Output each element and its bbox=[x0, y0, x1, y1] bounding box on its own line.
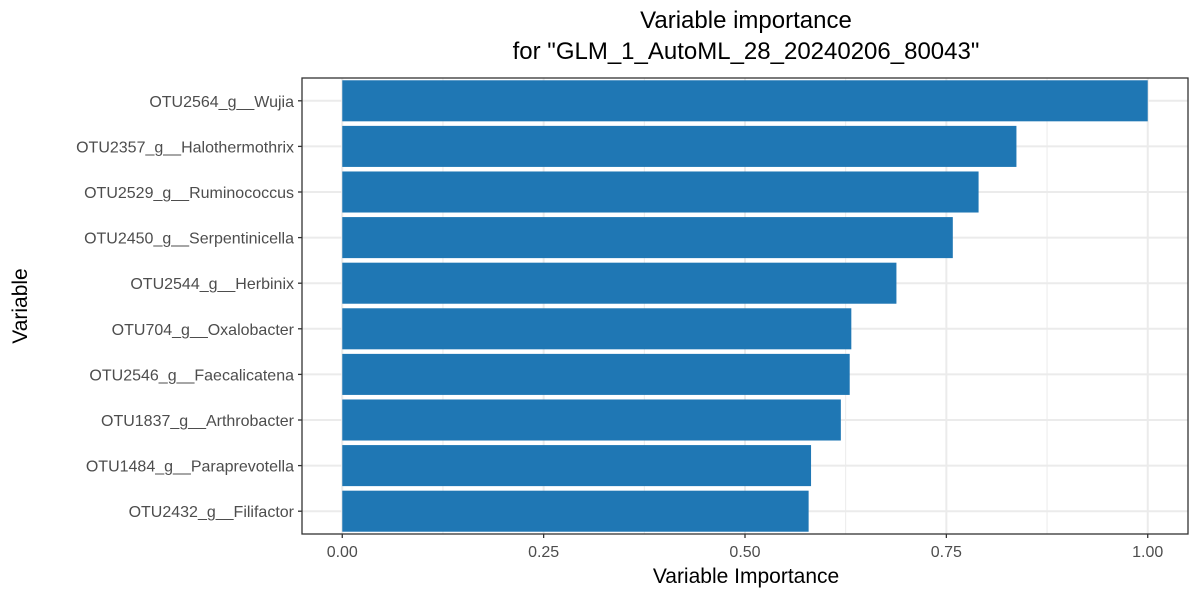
y-tick-label: OTU2564_g__Wujia bbox=[149, 94, 294, 111]
bar-layer bbox=[342, 80, 1148, 532]
importance-bar bbox=[342, 445, 812, 487]
y-tick-label: OTU2546_g__Faecalicatena bbox=[89, 367, 294, 384]
y-tick-label: OTU2450_g__Serpentinicella bbox=[84, 231, 294, 248]
importance-bar bbox=[342, 308, 852, 350]
y-tick-label: OTU2432_g__Filifactor bbox=[129, 504, 295, 521]
y-axis: OTU2564_g__Wujia OTU2357_g__Halothermothr… bbox=[76, 94, 302, 521]
importance-bar bbox=[342, 80, 1148, 122]
importance-bar bbox=[342, 125, 1017, 167]
y-tick-label: OTU2544_g__Herbinix bbox=[130, 276, 294, 293]
chart-title-line-1: Variable importance bbox=[640, 7, 852, 34]
y-tick-label: OTU2357_g__Halothermothrix bbox=[76, 139, 294, 156]
x-axis-title: Variable Importance bbox=[653, 565, 839, 588]
y-tick-label: OTU704_g__Oxalobacter bbox=[112, 322, 295, 339]
x-tick-label: 0.75 bbox=[931, 544, 962, 561]
x-tick-label: 0.00 bbox=[327, 544, 358, 561]
importance-bar bbox=[342, 353, 850, 395]
importance-bar bbox=[342, 171, 979, 213]
y-tick-label: OTU1837_g__Arthrobacter bbox=[101, 413, 295, 430]
x-tick-label: 1.00 bbox=[1132, 544, 1163, 561]
importance-bar bbox=[342, 262, 897, 304]
y-tick-label: OTU1484_g__Paraprevotella bbox=[86, 459, 294, 476]
importance-bar bbox=[342, 217, 953, 259]
y-tick-label: OTU2529_g__Ruminococcus bbox=[84, 185, 294, 202]
x-tick-label: 0.25 bbox=[528, 544, 559, 561]
chart-title-line-2: for "GLM_1_AutoML_28_20240206_80043" bbox=[513, 38, 980, 65]
importance-bar bbox=[342, 399, 841, 441]
x-tick-label: 0.50 bbox=[729, 544, 760, 561]
y-axis-title: Variable bbox=[9, 268, 32, 344]
importance-bar bbox=[342, 490, 809, 532]
x-axis: 0.00 0.25 0.50 0.75 1.00 bbox=[327, 534, 1163, 561]
